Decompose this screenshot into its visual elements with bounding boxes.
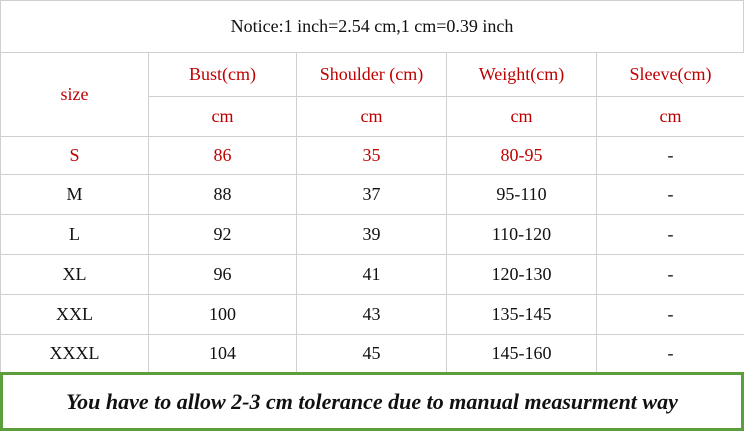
value-cell: -: [597, 295, 744, 335]
value-cell: 110-120: [447, 215, 597, 255]
value-cell: 37: [297, 175, 447, 215]
value-cell: 35: [297, 137, 447, 175]
value-cell: 80-95: [447, 137, 597, 175]
unit-cell: cm: [149, 97, 297, 137]
value-cell: -: [597, 175, 744, 215]
footer-note: You have to allow 2-3 cm tolerance due t…: [0, 372, 744, 431]
column-header: Shoulder (cm): [297, 53, 447, 97]
column-header: Bust(cm): [149, 53, 297, 97]
value-cell: 86: [149, 137, 297, 175]
size-cell: XXXL: [1, 335, 149, 373]
size-cell: S: [1, 137, 149, 175]
value-cell: 43: [297, 295, 447, 335]
value-cell: -: [597, 215, 744, 255]
value-cell: 39: [297, 215, 447, 255]
column-header: Sleeve(cm): [597, 53, 744, 97]
value-cell: 96: [149, 255, 297, 295]
value-cell: -: [597, 137, 744, 175]
value-cell: 104: [149, 335, 297, 373]
unit-cell: cm: [597, 97, 744, 137]
column-header: Weight(cm): [447, 53, 597, 97]
value-cell: 145-160: [447, 335, 597, 373]
value-cell: 92: [149, 215, 297, 255]
value-cell: 41: [297, 255, 447, 295]
value-cell: -: [597, 335, 744, 373]
size-cell: M: [1, 175, 149, 215]
unit-cell: cm: [297, 97, 447, 137]
size-cell: L: [1, 215, 149, 255]
value-cell: 95-110: [447, 175, 597, 215]
value-cell: 88: [149, 175, 297, 215]
value-cell: -: [597, 255, 744, 295]
size-cell: XL: [1, 255, 149, 295]
value-cell: 45: [297, 335, 447, 373]
size-header: size: [1, 53, 149, 137]
unit-cell: cm: [447, 97, 597, 137]
notice: Notice:1 inch=2.54 cm,1 cm=0.39 inch: [0, 0, 744, 52]
size-cell: XXL: [1, 295, 149, 335]
value-cell: 135-145: [447, 295, 597, 335]
value-cell: 120-130: [447, 255, 597, 295]
value-cell: 100: [149, 295, 297, 335]
